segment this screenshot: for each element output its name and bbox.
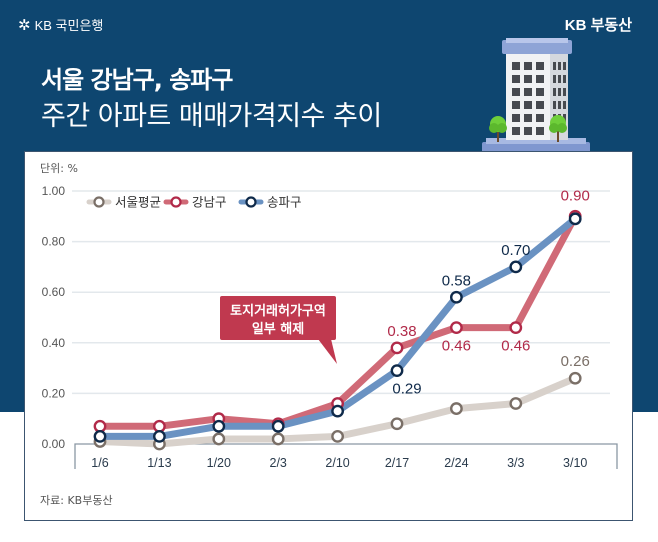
annotation-callout: 토지거래허가구역 일부 해제 [220, 296, 337, 364]
kb-star-icon: ✲ [18, 16, 31, 34]
data-point-seoul [331, 430, 344, 443]
data-point-songpa [93, 430, 107, 443]
data-point-seoul [568, 371, 582, 385]
x-axis-line [74, 443, 618, 469]
data-label-songpa: 0.29 [392, 381, 421, 398]
x-tick-label: 1/20 [207, 456, 231, 470]
y-tick-label: 0.20 [42, 386, 66, 400]
data-point-songpa [212, 419, 226, 433]
data-point-songpa [509, 260, 523, 274]
y-tick-label: 0.80 [42, 235, 66, 249]
data-point-songpa [152, 430, 166, 443]
data-point-seoul [449, 402, 463, 415]
data-point-seoul [509, 397, 523, 410]
data-label-gangnam: 0.46 [442, 338, 471, 355]
data-point-seoul [212, 432, 226, 446]
legend-marker-seoul [93, 196, 105, 208]
data-point-gangnam [390, 341, 404, 355]
legend-label-songpa: 송파구 [267, 195, 302, 210]
legend-marker-gangnam [170, 196, 182, 208]
service-brand: KB 부동산 [564, 17, 632, 34]
legend-item-songpa[interactable]: 송파구 [238, 195, 302, 210]
callout-line-1: 토지거래허가구역 [230, 303, 326, 319]
x-tick-label: 1/6 [91, 456, 108, 470]
chart-card: 단위: % 0.00 0.20 0.40 0.60 0.80 1.00 1/6 1/13 1/… [24, 151, 633, 521]
y-tick-label: 0.00 [42, 437, 66, 451]
data-label-gangnam: 0.90 [561, 187, 590, 204]
data-point-songpa [568, 212, 582, 226]
line-chart: 단위: % 0.00 0.20 0.40 0.60 0.80 1.00 1/6 1/13 1/… [40, 162, 618, 507]
data-point-songpa [449, 290, 463, 304]
bank-brand: ✲ KB 국민은행 [18, 15, 103, 34]
data-point-gangnam [93, 419, 107, 433]
y-tick-label: 0.40 [42, 336, 66, 350]
page-title: 서울 강남구, 송파구 [41, 66, 233, 94]
y-tick-label: 1.00 [42, 184, 66, 198]
x-tick-label: 3/10 [563, 456, 587, 470]
apartment-building-icon [482, 38, 590, 154]
data-point-songpa [271, 419, 285, 433]
legend-item-gangnam[interactable]: 강남구 [163, 195, 227, 210]
unit-label: 단위: % [40, 162, 78, 175]
data-point-gangnam [509, 321, 523, 335]
callout-box [220, 296, 336, 340]
data-point-songpa [331, 404, 344, 418]
legend-label-gangnam: 강남구 [192, 195, 227, 210]
data-point-songpa [390, 364, 404, 378]
data-label-seoul: 0.26 [561, 353, 590, 370]
data-point-seoul [390, 417, 404, 431]
page-subtitle: 주간 아파트 매매가격지수 추이 [41, 101, 382, 132]
data-label-songpa: 0.70 [501, 242, 530, 259]
x-tick-label: 2/24 [444, 456, 468, 470]
callout-pointer [318, 339, 337, 364]
bank-brand-name: KB 국민은행 [34, 18, 104, 33]
x-tick-label: 2/10 [325, 456, 349, 470]
data-point-gangnam [449, 321, 463, 335]
x-tick-label: 2/3 [270, 456, 287, 470]
callout-line-2: 일부 해제 [252, 321, 304, 337]
data-point-seoul [271, 432, 285, 446]
source-label: 자료: KB부동산 [40, 494, 113, 507]
x-tick-label: 1/13 [147, 456, 171, 470]
legend-label-seoul: 서울평균 [115, 195, 161, 210]
x-tick-label: 3/3 [507, 456, 524, 470]
legend-marker-songpa [245, 196, 257, 208]
chart-legend: 서울평균 강남구 송파구 [86, 195, 302, 210]
data-label-songpa: 0.58 [442, 272, 471, 289]
legend-item-seoul[interactable]: 서울평균 [86, 195, 161, 210]
y-tick-label: 0.60 [42, 285, 66, 299]
data-label-gangnam: 0.38 [387, 323, 416, 340]
data-label-gangnam: 0.46 [501, 338, 530, 355]
x-tick-label: 2/17 [385, 456, 409, 470]
data-point-gangnam [152, 419, 166, 433]
